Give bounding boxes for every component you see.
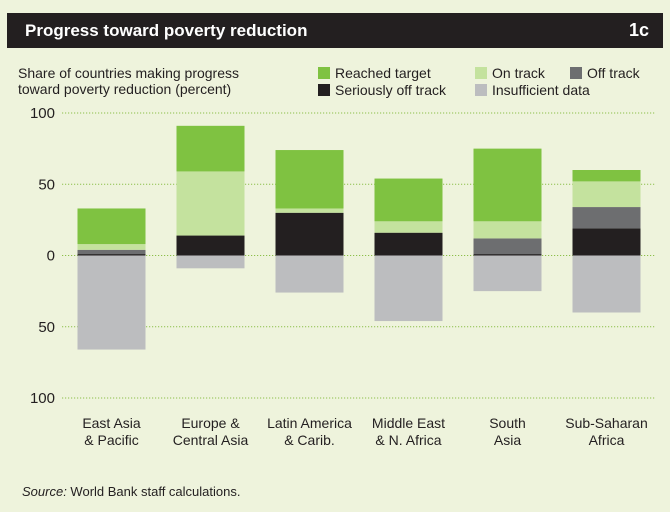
bar-insufficient-data [77, 255, 146, 350]
chart-title: Progress toward poverty reduction [25, 21, 308, 40]
x-tick-label: East Asia [82, 415, 141, 431]
bar-seriously-off-track [77, 254, 146, 256]
bar-reached-target [275, 150, 344, 209]
legend-item-on-track: On track [475, 65, 545, 81]
bar-on-track [275, 208, 344, 213]
y-tick-label: 50 [38, 176, 55, 193]
legend-swatch-on-track [475, 67, 487, 79]
bar-reached-target [77, 208, 146, 245]
bar-on-track [572, 181, 641, 208]
bar-insufficient-data [176, 255, 245, 269]
legend-swatch-reached-target [318, 67, 330, 79]
legend-item-reached-target: Reached target [318, 65, 431, 81]
y-axis-label: Share of countries making progress towar… [18, 65, 239, 97]
x-tick-label: & N. Africa [375, 432, 441, 448]
x-tick-label: Sub-Saharan [565, 415, 648, 431]
legend-swatch-off-track [570, 67, 582, 79]
source-prefix: Source: [22, 484, 67, 499]
legend-item-insufficient-data: Insufficient data [475, 82, 590, 98]
bar-off-track [473, 238, 542, 255]
bar-off-track [572, 207, 641, 229]
bar-seriously-off-track [176, 235, 245, 256]
x-tick-label: South [489, 415, 526, 431]
x-tick-label: Central Asia [173, 432, 249, 448]
bar-on-track [374, 221, 443, 233]
bar-insufficient-data [572, 255, 641, 313]
figure-number: 1c [628, 20, 649, 40]
x-tick-label: Asia [494, 432, 521, 448]
x-tick-label: Europe & [181, 415, 240, 431]
bar-reached-target [176, 125, 245, 172]
bar-insufficient-data [374, 255, 443, 322]
bar-on-track [176, 171, 245, 236]
bar-on-track [473, 221, 542, 239]
y-axis-label-line-2: toward poverty reduction (percent) [18, 81, 232, 97]
bar-reached-target [473, 148, 542, 222]
y-tick-label: 100 [30, 390, 55, 407]
x-tick-label: Middle East [372, 415, 445, 431]
bar-off-track [77, 249, 146, 255]
bar-on-track [77, 244, 146, 250]
legend-label-on-track: On track [492, 65, 545, 81]
bar-reached-target [572, 170, 641, 182]
legend-swatch-insufficient-data [475, 84, 487, 96]
x-tick-label: & Pacific [84, 432, 138, 448]
bar-seriously-off-track [275, 212, 344, 256]
bar-insufficient-data [473, 255, 542, 292]
x-tick-label: Latin America [267, 415, 352, 431]
legend-item-seriously-off-track: Seriously off track [318, 82, 446, 98]
bar-seriously-off-track [374, 232, 443, 256]
source-note: Source: World Bank staff calculations. [22, 484, 240, 499]
x-tick-label: & Carib. [284, 432, 335, 448]
y-tick-label: 0 [47, 248, 55, 265]
bar-insufficient-data [275, 255, 344, 293]
legend-label-off-track: Off track [587, 65, 640, 81]
y-axis-label-line-1: Share of countries making progress [18, 65, 239, 81]
chart-header: Progress toward poverty reduction 1c [7, 13, 663, 48]
bar-seriously-off-track [473, 254, 542, 256]
legend-item-off-track: Off track [570, 65, 640, 81]
legend-label-insufficient-data: Insufficient data [492, 82, 590, 98]
bar-seriously-off-track [572, 228, 641, 256]
source-text: World Bank staff calculations. [66, 484, 241, 499]
legend-label-reached-target: Reached target [335, 65, 431, 81]
chart-legend: Reached target On track Off track Seriou… [318, 65, 663, 99]
y-tick-label: 100 [30, 105, 55, 122]
legend-swatch-seriously-off-track [318, 84, 330, 96]
bar-reached-target [374, 178, 443, 222]
x-tick-label: Africa [589, 432, 625, 448]
y-tick-label: 50 [38, 319, 55, 336]
legend-label-seriously-off-track: Seriously off track [335, 82, 447, 98]
